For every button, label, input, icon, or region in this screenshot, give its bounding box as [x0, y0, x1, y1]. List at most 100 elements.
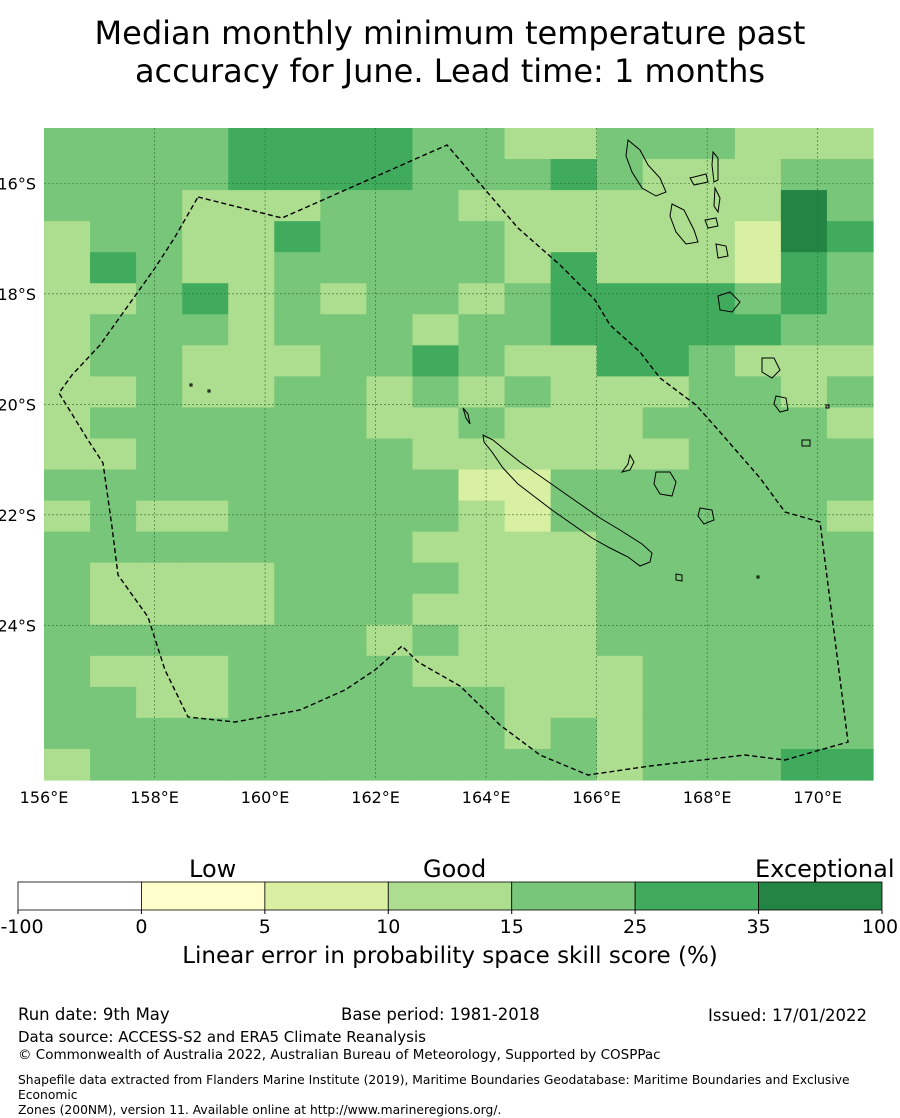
legend-tick-label: 0	[135, 916, 147, 938]
longitude-tick-label: 156°E	[20, 788, 69, 807]
grid-cell	[596, 655, 644, 688]
grid-cell	[826, 376, 874, 409]
grid-cell	[228, 500, 275, 533]
grid-cell	[228, 593, 275, 626]
legend-axis-title: Linear error in probability space skill …	[182, 943, 718, 969]
grid-cell	[90, 221, 137, 253]
grid-cell	[688, 128, 736, 160]
grid-cell	[596, 128, 644, 160]
grid-cell	[458, 500, 506, 533]
grid-cell	[734, 190, 782, 222]
grid-cell	[826, 717, 874, 750]
grid-cell	[458, 314, 506, 346]
grid-cell	[504, 159, 552, 191]
grid-cell	[826, 314, 874, 346]
grid-cell	[642, 593, 690, 626]
grid-cell	[182, 252, 229, 284]
grid-cell	[366, 500, 414, 533]
grid-cell	[366, 624, 414, 657]
longitude-tick-label: 166°E	[572, 788, 621, 807]
small-islet-east	[825, 404, 830, 409]
grid-cell	[826, 283, 874, 315]
grid-cell	[550, 748, 598, 781]
grid-cell	[550, 190, 598, 222]
grid-cell	[642, 159, 690, 191]
grid-cell	[320, 221, 367, 253]
grid-cell	[688, 624, 736, 657]
grid-cell	[688, 469, 736, 502]
grid-cell	[44, 531, 91, 564]
grid-cell	[366, 221, 414, 253]
grid-cell	[90, 438, 137, 471]
grid-cell	[412, 624, 460, 657]
grid-cell	[44, 624, 91, 657]
grid-cell	[44, 190, 91, 222]
grid-cell	[550, 500, 598, 533]
grid-cell	[412, 562, 460, 595]
grid-cell	[136, 252, 183, 284]
skill-score-map: 156°E 158°E 160°E 162°E 164°E 166°E 168°E 170°E…	[0, 128, 874, 807]
grid-cell	[366, 686, 414, 719]
grid-cell	[504, 500, 552, 533]
grid-cell	[688, 283, 736, 315]
legend-label-low: Low	[189, 855, 237, 883]
lifou-island	[653, 471, 677, 497]
grid-cell	[826, 655, 874, 688]
grid-cell	[136, 345, 183, 377]
grid-cell	[688, 376, 736, 409]
grid-cell	[780, 376, 828, 409]
grid-cell	[44, 593, 91, 626]
grid-cell	[688, 500, 736, 533]
legend-boxes	[17, 881, 883, 911]
copyright: © Commonwealth of Australia 2022, Austra…	[18, 1047, 661, 1063]
grid-cell	[550, 221, 598, 253]
grid-cell	[826, 159, 874, 191]
grid-cell	[412, 469, 460, 502]
legend-color-box	[387, 881, 513, 911]
grid-cell	[274, 469, 321, 502]
grid-cell	[412, 221, 460, 253]
grid-cell	[596, 314, 644, 346]
legend-tick-label: -100	[0, 916, 43, 938]
legend-tick-label: 25	[623, 916, 647, 938]
latitude-tick-label: 18°S	[0, 285, 36, 304]
grid-cell	[550, 624, 598, 657]
grid-cell	[320, 438, 367, 471]
grid-cell	[458, 531, 506, 564]
legend-tick-label: 15	[500, 916, 524, 938]
grid-cell	[136, 748, 183, 781]
ambrym-island	[704, 217, 719, 229]
grid-cell	[366, 159, 414, 191]
grid-cell	[412, 500, 460, 533]
grid-cell	[550, 438, 598, 471]
grid-cell	[504, 252, 552, 284]
grid-cell	[274, 190, 321, 222]
grid-cell	[596, 500, 644, 533]
latitude-tick-label: 22°S	[0, 506, 36, 525]
longitude-tick-label: 162°E	[351, 788, 400, 807]
grid-cell	[780, 314, 828, 346]
grid-cell	[458, 221, 506, 253]
grid-cell	[826, 438, 874, 471]
grid-cell	[90, 283, 137, 315]
grid-cell	[44, 500, 91, 533]
grid-cell	[228, 159, 275, 191]
grid-cell	[44, 717, 91, 750]
grid-cell	[780, 624, 828, 657]
grid-cell	[182, 438, 229, 471]
grid-cell	[90, 500, 137, 533]
grid-cell	[734, 345, 782, 377]
grid-cell	[90, 159, 137, 191]
grid-cell	[136, 469, 183, 502]
ambae-island	[689, 173, 709, 186]
grid-cell	[826, 190, 874, 222]
grid-cell	[504, 748, 552, 781]
grid-cell	[320, 562, 367, 595]
grid-cell	[458, 624, 506, 657]
grid-cell	[504, 190, 552, 222]
grid-cell	[504, 531, 552, 564]
mare-island	[697, 507, 715, 525]
espiritu-santo-island	[625, 139, 667, 197]
grid-cell	[90, 717, 137, 750]
grid-cell	[412, 717, 460, 750]
